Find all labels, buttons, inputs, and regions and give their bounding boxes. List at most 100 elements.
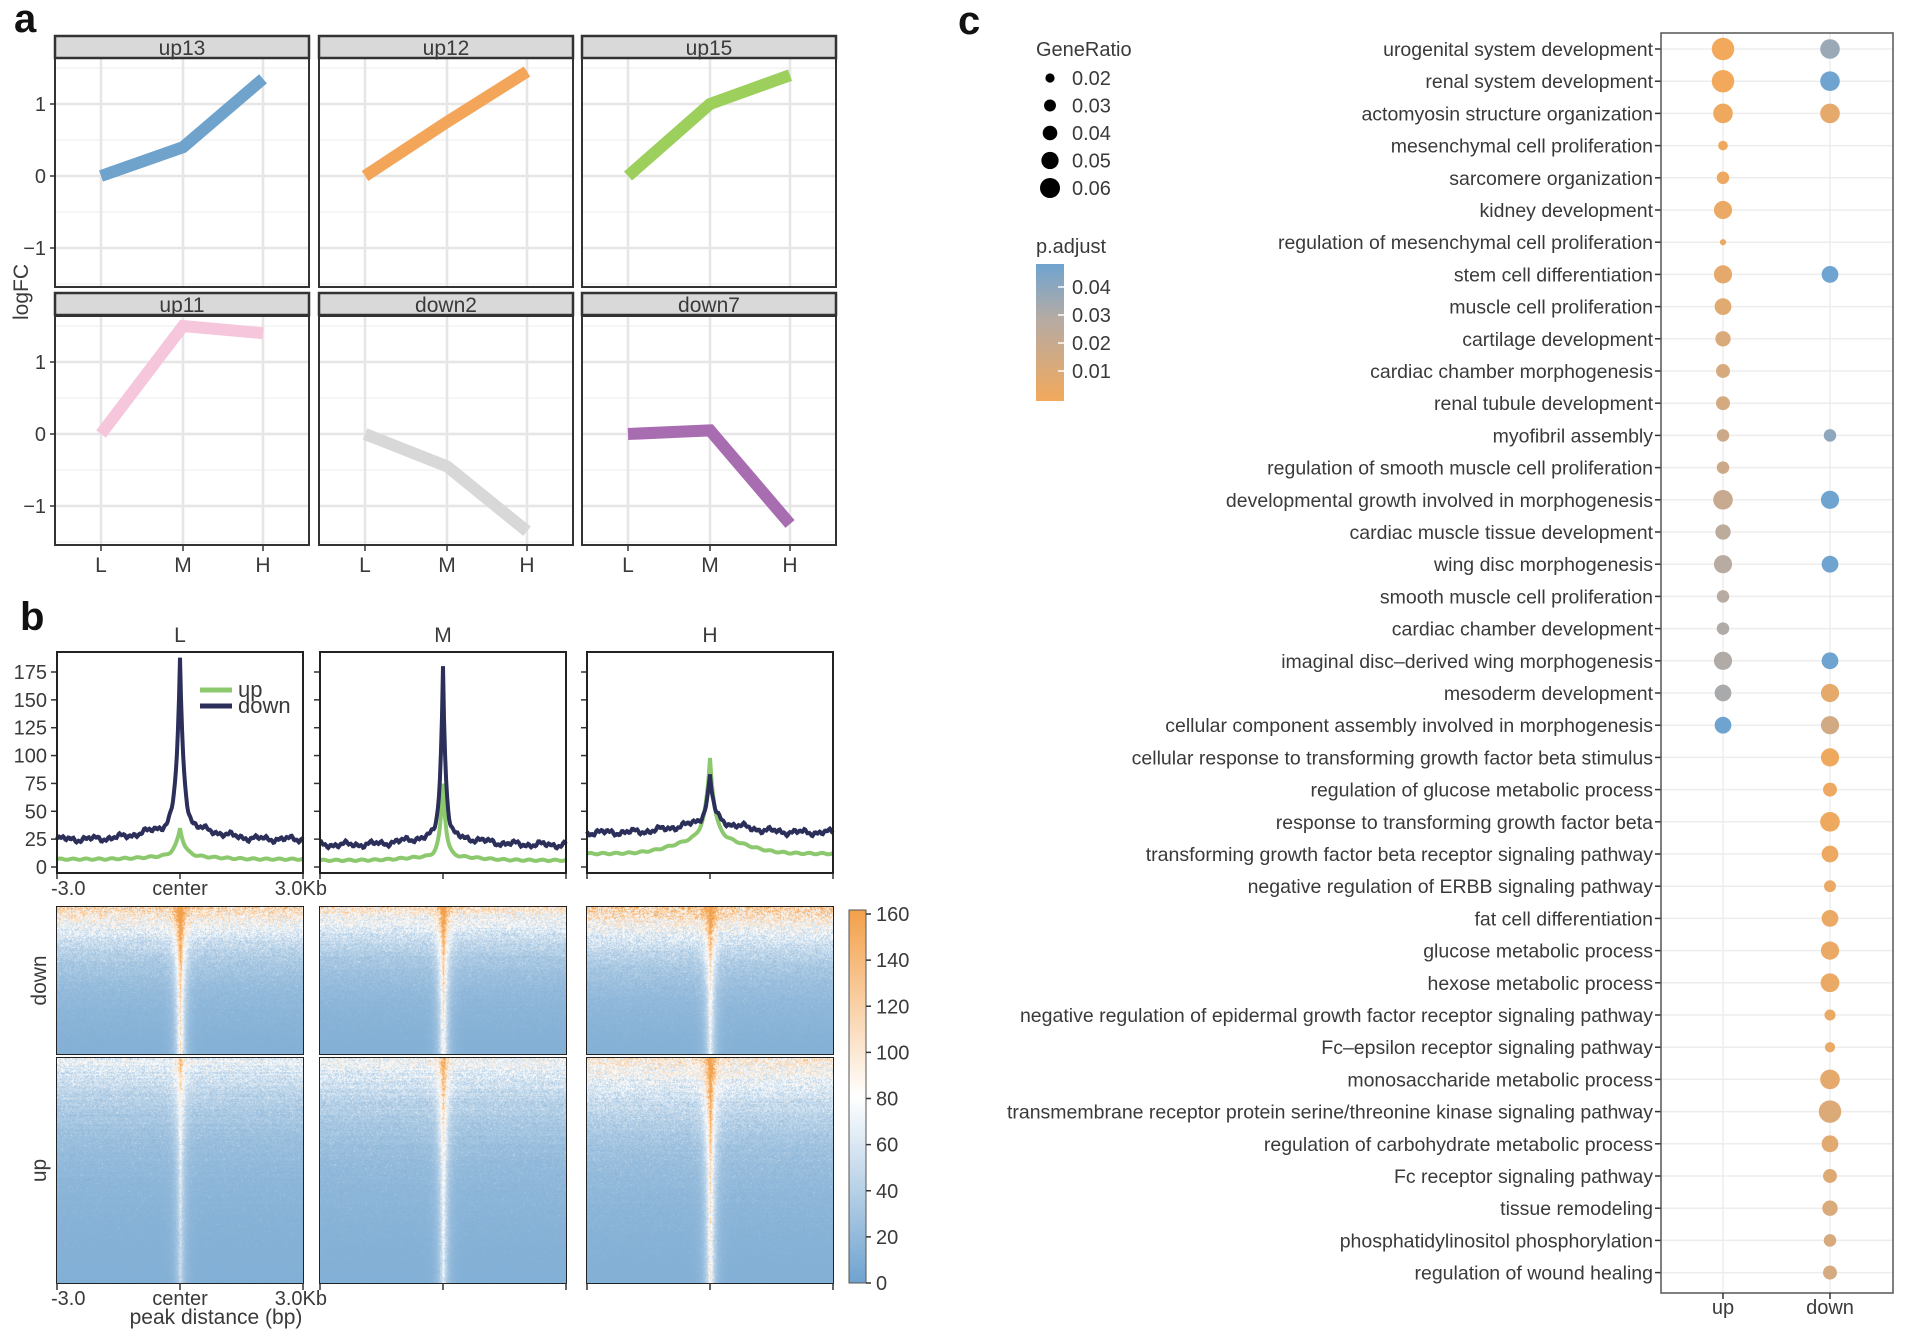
trend-line-up11	[96, 319, 264, 438]
x-tick-label: 3.0Kb	[275, 1288, 327, 1310]
row-label-up: up	[28, 1159, 51, 1182]
profile-line-up	[586, 757, 834, 857]
dot-down	[1820, 490, 1840, 509]
colorbar-tick-label: 20	[876, 1227, 898, 1249]
facet-title: down2	[415, 294, 477, 317]
dot-up	[1713, 555, 1733, 574]
y-tick-label: 1	[35, 352, 46, 374]
facet-title: up15	[686, 37, 733, 60]
dot-up	[1716, 364, 1730, 378]
term-label: hexose metabolic process	[1428, 973, 1654, 995]
color-legend-label: 0.03	[1072, 305, 1111, 327]
color-legend-label: 0.04	[1072, 277, 1111, 299]
dotplot-panel	[1661, 33, 1893, 1293]
heatmap-up-H	[587, 1058, 833, 1283]
dot-up	[1716, 590, 1730, 603]
term-label: regulation of glucose metabolic process	[1310, 780, 1653, 802]
x-tick-label: M	[701, 554, 719, 577]
profile-line-up	[56, 827, 304, 862]
term-label: developmental growth involved in morphog…	[1226, 490, 1653, 512]
dot-down	[1820, 941, 1840, 960]
color-legend-title: p.adjust	[1036, 236, 1106, 258]
term-label: mesoderm development	[1444, 683, 1654, 705]
trend-line-down2	[362, 428, 531, 536]
term-label: regulation of smooth muscle cell prolife…	[1267, 458, 1653, 480]
term-label: kidney development	[1480, 200, 1654, 222]
dot-down	[1822, 1200, 1838, 1216]
x-tick-label: M	[438, 554, 456, 577]
profile-line-up	[319, 783, 567, 864]
term-label: Fc receptor signaling pathway	[1394, 1166, 1653, 1188]
term-label: regulation of mesenchymal cell prolifera…	[1278, 232, 1653, 254]
dot-up	[1714, 716, 1732, 734]
dotplot-border	[1660, 32, 1894, 1294]
term-label: regulation of carbohydrate metabolic pro…	[1264, 1134, 1653, 1156]
y-tick-label: 25	[25, 829, 47, 851]
dot-up	[1714, 684, 1732, 702]
heatmap-up-L	[57, 1058, 303, 1283]
dot-down	[1821, 1135, 1839, 1153]
dot-up	[1711, 37, 1735, 61]
pvalue-colorbar	[1036, 264, 1064, 401]
size-legend-title: GeneRatio	[1036, 39, 1132, 61]
size-legend-dot	[1042, 125, 1058, 141]
dot-down	[1820, 811, 1840, 832]
colorbar-tick-label: 0	[876, 1273, 887, 1295]
x-tick-label: -3.0	[51, 878, 85, 900]
legend-label: down	[238, 693, 291, 718]
x-tick-label: L	[95, 554, 107, 577]
dot-down	[1820, 39, 1840, 59]
panel-label-b: b	[20, 595, 44, 639]
trend-line-up13	[99, 74, 267, 182]
term-label: smooth muscle cell proliferation	[1380, 586, 1653, 608]
dot-down	[1818, 1100, 1842, 1123]
term-label: cartilage development	[1462, 329, 1653, 351]
trend-line-up12	[361, 66, 531, 182]
term-label: myofibril assembly	[1493, 425, 1654, 447]
colorbar-tick-label: 160	[876, 904, 909, 926]
column-title: M	[434, 624, 452, 647]
term-label: transforming growth factor beta receptor…	[1146, 844, 1654, 866]
term-label: response to transforming growth factor b…	[1276, 812, 1653, 834]
dot-up	[1719, 239, 1727, 246]
dot-down	[1824, 880, 1836, 893]
dot-up	[1713, 489, 1733, 510]
heatmap-down-L	[57, 907, 303, 1054]
dot-up	[1716, 622, 1730, 635]
term-label: cellular response to transforming growth…	[1132, 747, 1654, 769]
x-tick-label: L	[622, 554, 634, 577]
profile-border	[319, 651, 567, 874]
colorbar-tick-label: 80	[876, 1089, 898, 1111]
dot-down	[1820, 748, 1840, 767]
size-legend-dot	[1045, 73, 1055, 83]
term-label: cardiac muscle tissue development	[1350, 522, 1654, 544]
dot-down	[1821, 845, 1839, 863]
dot-up	[1718, 140, 1728, 151]
dot-up	[1713, 651, 1733, 670]
x-tick-label: L	[359, 554, 371, 577]
y-tick-label: 75	[25, 773, 47, 795]
colorbar-tick-label: 100	[876, 1042, 909, 1064]
heatmap-up-M	[320, 1058, 566, 1283]
dot-up	[1711, 69, 1735, 93]
term-label: fat cell differentiation	[1475, 908, 1654, 930]
facet-strip	[53, 34, 311, 60]
color-legend-label: 0.01	[1072, 361, 1111, 383]
y-tick-label: 175	[14, 662, 47, 684]
facet-title: up12	[423, 37, 470, 60]
dot-up	[1716, 461, 1730, 474]
legend-label: up	[238, 677, 262, 702]
term-label: cardiac chamber development	[1392, 619, 1654, 641]
term-label: monosaccharide metabolic process	[1347, 1069, 1653, 1091]
term-label: negative regulation of ERBB signaling pa…	[1248, 876, 1654, 898]
color-legend-label: 0.02	[1072, 333, 1111, 355]
term-label: muscle cell proliferation	[1449, 297, 1653, 319]
trend-line-down7	[627, 424, 795, 528]
panel-label-c: c	[958, 0, 980, 43]
size-legend-label: 0.06	[1072, 178, 1111, 200]
dot-down	[1823, 429, 1837, 442]
heatmap-down-H	[587, 907, 833, 1054]
x-tick-label: H	[255, 554, 270, 577]
term-label: transmembrane receptor protein serine/th…	[1007, 1102, 1653, 1124]
